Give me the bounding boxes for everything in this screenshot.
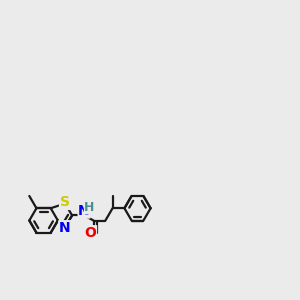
Text: H: H [84, 201, 94, 214]
Text: N: N [59, 221, 71, 235]
Text: N: N [78, 204, 90, 218]
Text: S: S [60, 195, 70, 209]
Text: O: O [85, 226, 97, 240]
